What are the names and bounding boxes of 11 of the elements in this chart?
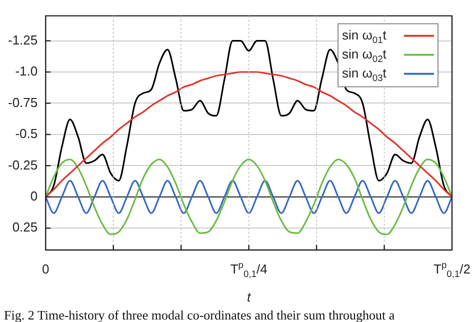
line-series xyxy=(44,158,453,236)
y-tick-label: 0 xyxy=(30,188,38,204)
y-tick-label: -0.25 xyxy=(8,157,38,172)
x-axis-title: t xyxy=(247,290,252,305)
y-tick-label: 0.25 xyxy=(12,220,38,235)
x-tick-label: 0 xyxy=(42,262,50,277)
y-tick-label: -0.5 xyxy=(15,126,38,142)
y-tick-label: -1.25 xyxy=(8,32,38,48)
caption: Fig. 2 Time-history of three modal co-ordinates and their sum throughout a xyxy=(4,307,395,322)
y-tick-label: -0.75 xyxy=(8,94,38,110)
y-tick-label: -1.0 xyxy=(15,64,38,79)
